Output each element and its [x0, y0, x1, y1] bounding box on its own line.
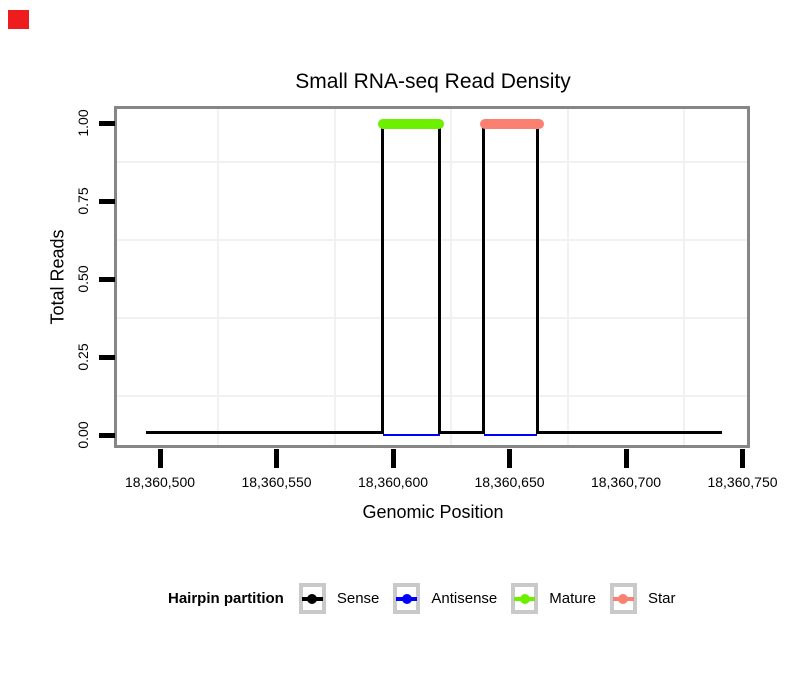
legend: Hairpin partition Sense Antisense Mature St… [168, 583, 675, 614]
legend-key-antisense [393, 583, 421, 614]
x-tick-label: 18,360,500 [124, 474, 196, 490]
legend-title: Hairpin partition [168, 590, 284, 607]
legend-label-mature: Mature [549, 590, 596, 607]
x-tick-mark [157, 449, 163, 468]
x-tick-mark [623, 449, 629, 468]
legend-label-star: Star [647, 590, 676, 607]
chart-title: Small RNA-seq Read Density [295, 70, 571, 93]
y-tick-mark [99, 354, 115, 360]
y-tick-mark [99, 432, 115, 438]
plot-panel [114, 106, 750, 448]
y-tick-mark [99, 120, 115, 126]
y-tick-label: 0.25 [75, 343, 91, 371]
legend-key-mature [511, 583, 539, 614]
x-tick-label: 18,360,550 [241, 474, 312, 490]
y-tick-label: 1.00 [75, 109, 91, 137]
x-tick-label: 18,360,750 [707, 474, 778, 490]
legend-label-antisense: Antisense [431, 590, 498, 607]
y-axis-title: Total Reads [47, 229, 68, 325]
legend-dot-icon [618, 593, 629, 604]
legend-dot-icon [401, 593, 412, 604]
y-tick-label: 0.50 [75, 265, 91, 293]
x-axis-title: Genomic Position [362, 502, 504, 522]
x-tick-label: 18,360,650 [474, 474, 545, 490]
x-tick-label: 18,360,600 [357, 474, 429, 490]
legend-dot-icon [307, 593, 318, 604]
x-tick-label: 18,360,700 [590, 474, 662, 490]
legend-label-sense: Sense [336, 590, 380, 607]
x-tick-mark [507, 449, 512, 468]
x-tick-mark [274, 449, 279, 468]
y-tick-label: 0.00 [75, 421, 91, 449]
legend-key-star [609, 583, 637, 614]
red-marker [8, 10, 29, 29]
x-tick-mark [740, 449, 745, 468]
legend-key-sense [298, 583, 326, 614]
legend-dot-icon [519, 593, 530, 604]
x-tick-mark [390, 449, 396, 468]
y-tick-mark [99, 276, 115, 282]
y-tick-label: 0.75 [75, 187, 91, 215]
y-tick-mark [99, 198, 115, 204]
